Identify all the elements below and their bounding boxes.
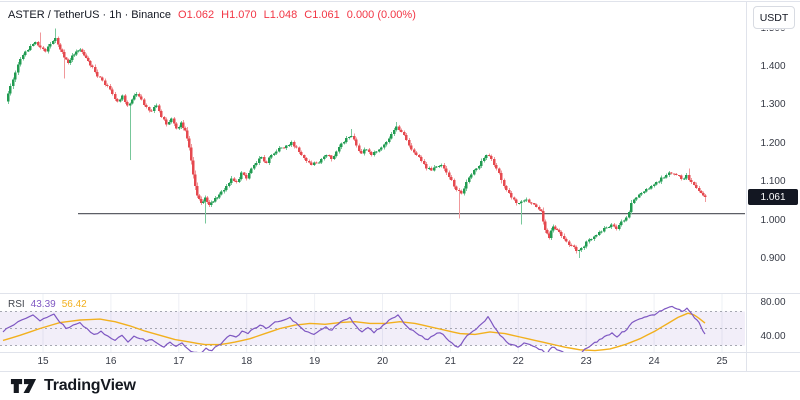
price-tick-label: 1.200 [760, 137, 786, 149]
candlesticks [7, 28, 707, 259]
time-tick-label: 24 [648, 356, 660, 367]
ohlc-high: H1.070 [221, 9, 257, 21]
price-tick-label: 0.900 [760, 252, 786, 264]
time-tick-label: 16 [105, 356, 117, 367]
last-price-badge: 1.061 [748, 189, 798, 206]
time-tick-label: 21 [444, 356, 456, 367]
tradingview-logo[interactable]: TradingView [10, 377, 136, 395]
rsi-pane [0, 294, 745, 352]
chart-legend: ASTER / TetherUS · 1h · Binance O1.062 H… [8, 9, 416, 21]
time-tick-label: 17 [173, 356, 185, 367]
pane-separators [0, 1, 800, 372]
ohlc-open: O1.062 [178, 9, 215, 21]
price-tick-label: 1.300 [760, 99, 786, 111]
tradingview-logo-icon [10, 379, 37, 393]
tradingview-logo-text: TradingView [44, 377, 136, 394]
symbol-title[interactable]: ASTER / TetherUS · 1h · Binance [8, 9, 172, 21]
time-tick-label: 22 [512, 356, 524, 367]
time-tick-label: 23 [580, 356, 592, 367]
rsi-ma-value: 56.42 [61, 299, 87, 310]
chart-widget[interactable]: ASTER / TetherUS · 1h · Binance O1.062 H… [0, 0, 800, 372]
price-pane [7, 28, 745, 259]
ohlc-close: C1.061 [304, 9, 340, 21]
currency-toggle-button[interactable]: USDT [753, 6, 795, 29]
rsi-level-label: 80.00 [760, 297, 786, 308]
price-tick-label: 1.100 [760, 176, 786, 188]
time-tick-label: 20 [376, 356, 389, 367]
rsi-title: RSI [8, 299, 25, 310]
rsi-legend[interactable]: RSI 43.39 56.42 [8, 299, 87, 310]
rsi-line [2, 305, 706, 352]
time-tick-label: 25 [716, 356, 728, 367]
time-axis[interactable]: 15 16 17 18 19 20 21 22 23 24 25 [0, 352, 746, 371]
chart-canvas[interactable] [0, 0, 800, 372]
price-tick-label: 1.400 [760, 60, 786, 72]
price-tick-label: 1.000 [760, 214, 786, 226]
ohlc-change: 0.000 (0.00%) [346, 9, 416, 21]
time-tick-label: 18 [241, 356, 253, 367]
price-axis[interactable]: USDT 1.5001.4001.3001.2001.1001.0000.900… [746, 0, 800, 372]
time-tick-label: 19 [309, 356, 321, 367]
rsi-level-label: 40.00 [760, 331, 786, 342]
rsi-value: 43.39 [30, 299, 56, 310]
ohlc-low: L1.048 [263, 9, 298, 21]
time-tick-label: 15 [37, 356, 49, 367]
